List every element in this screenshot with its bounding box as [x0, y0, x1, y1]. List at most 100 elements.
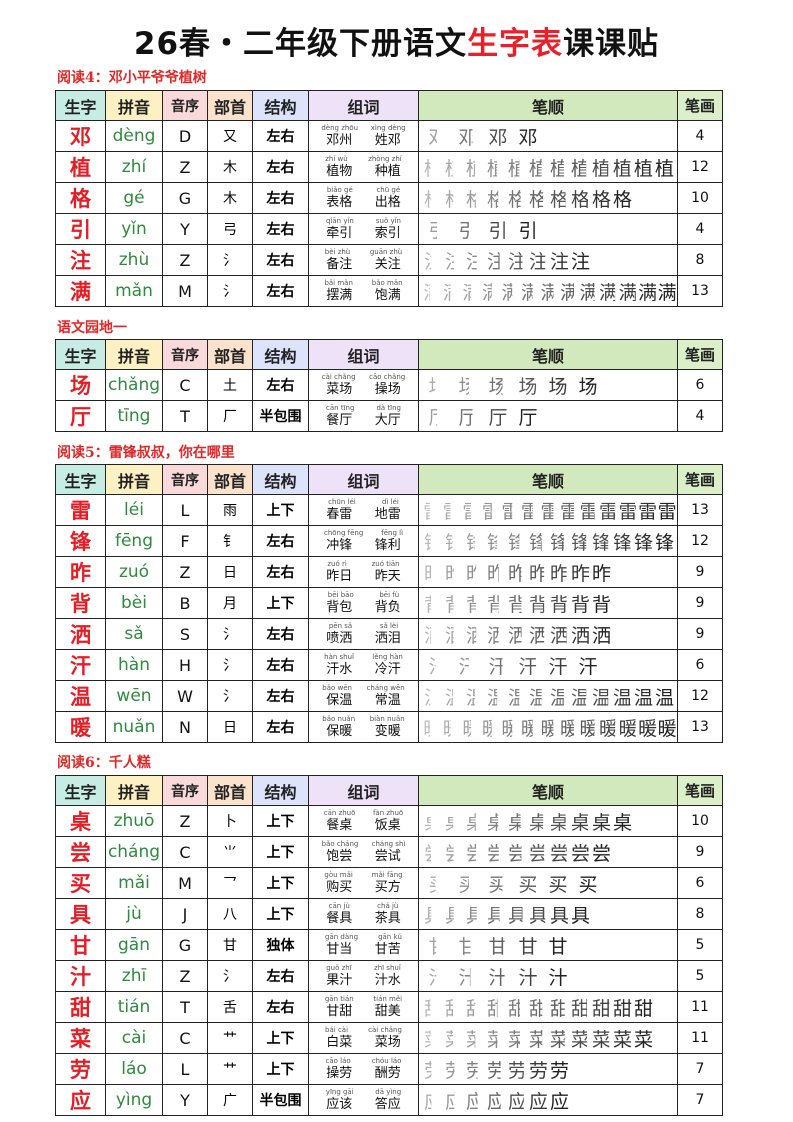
word-pinyin: fēng lì	[381, 529, 404, 537]
stroke-step: 具	[507, 904, 527, 927]
stroke-step: 买	[578, 873, 598, 896]
column-header: 笔画	[677, 339, 723, 370]
order-cell: L	[162, 1053, 208, 1085]
word: 昨日	[326, 569, 353, 584]
words-text: 保暖 变暖	[310, 725, 418, 738]
words-cell: hàn shuǐ lěng hàn 汗水 冷汗	[308, 649, 419, 681]
char-cell: 厅	[55, 400, 106, 432]
stroke-count-cell: 5	[677, 929, 723, 961]
words-text: 饱尝 尝试	[310, 850, 418, 863]
radical-cell: 氵	[207, 244, 253, 276]
stroke-step: 格	[486, 188, 506, 211]
words-text: 牵引 索引	[310, 226, 418, 241]
stroke-step: 引	[488, 219, 508, 242]
stroke-step: 汁	[548, 966, 568, 989]
radical-cell: ⺌	[207, 836, 253, 868]
table-row: 注 zhù Z 氵左右 bèi zhù guān zhù 备注 关注注注注注注注注注 8	[55, 244, 723, 276]
column-header: 拼音	[105, 775, 163, 806]
structure-cell: 左右	[252, 711, 309, 743]
word: 保温	[326, 693, 353, 708]
stroke-step: 甜	[444, 997, 464, 1020]
stroke-step: 背	[549, 593, 569, 616]
word: 白菜	[326, 1035, 353, 1050]
char-table: 生字 拼音 音序 部首 结构 组词 笔顺 笔画场 chǎng C 土左右 cài chǎng cāo c…	[55, 339, 723, 432]
stroke-order-cell: 甘甘甘甘甘	[418, 929, 678, 961]
word: 饱满	[374, 288, 401, 303]
stroke-count-cell: 8	[677, 898, 723, 930]
stroke-count-cell: 6	[677, 649, 723, 681]
word-pinyin: suǒ yǐn	[375, 217, 401, 225]
words-text: 餐具 茶具	[310, 911, 418, 926]
word-pinyin: hàn shuǐ	[324, 653, 354, 661]
words-pinyin: cāo láo chóu láo	[310, 1058, 418, 1065]
stroke-order-cell: 引引引引	[418, 213, 678, 245]
stroke-step: 尝	[465, 842, 485, 865]
stroke-step: 桌	[423, 811, 443, 834]
structure-cell: 上下	[252, 587, 309, 619]
words-pinyin: hàn shuǐ lěng hàn	[310, 653, 418, 661]
pinyin-cell: dèng	[105, 120, 163, 152]
column-header: 部首	[207, 464, 253, 495]
word-pinyin: lěng hàn	[372, 653, 403, 661]
stroke-order-cell: 汁汁汁汁汁	[418, 960, 678, 992]
stroke-step: 暖	[442, 717, 462, 740]
radical-cell: 氵	[207, 649, 253, 681]
words-text: 购买 买方	[310, 881, 418, 894]
column-header: 结构	[252, 90, 309, 121]
stroke-step: 汁	[458, 966, 478, 989]
stroke-step: 洒	[423, 624, 443, 647]
word: 种植	[374, 164, 401, 179]
words-cell: cān tīng dà tīng 餐厅 大厅	[308, 400, 419, 432]
stroke-step: 甘	[458, 935, 478, 958]
stroke-step: 菜	[486, 1028, 506, 1051]
stroke-step: 桌	[528, 811, 548, 834]
order-cell: C	[162, 369, 208, 401]
stroke-step: 洒	[465, 624, 485, 647]
column-header: 笔画	[677, 90, 723, 121]
word: 餐具	[326, 911, 353, 926]
stroke-step: 汗	[578, 655, 598, 678]
stroke-step: 甘	[548, 935, 568, 958]
words-pinyin: bái cài cài chǎng	[310, 1027, 418, 1034]
word: 茶具	[374, 911, 401, 926]
stroke-step: 暖	[579, 717, 599, 740]
stroke-step: 引	[428, 219, 448, 242]
word-pinyin: tián měi	[373, 995, 403, 1003]
words-cell: zuó rì zuó tiān 昨日 昨天	[308, 556, 419, 588]
stroke-step: 汁	[518, 966, 538, 989]
stroke-step: 暖	[618, 717, 638, 740]
radical-cell: 木	[207, 182, 253, 214]
order-cell: J	[162, 898, 208, 930]
char-cell: 温	[55, 680, 106, 712]
table-row: 应 yìng Y 广半包围 yīng gāi dā yìng 应该 答应应应应应应应应 7	[55, 1084, 723, 1116]
char-cell: 昨	[55, 556, 106, 588]
words-cell: bái cài cài chǎng 白菜 菜场	[308, 1022, 419, 1054]
stroke-step: 雷	[599, 500, 619, 523]
word: 牵引	[326, 226, 353, 241]
words-pinyin: bǎi mǎn bǎo mǎn	[310, 280, 418, 287]
words-pinyin: guǒ zhī zhī shuǐ	[310, 965, 418, 972]
stroke-step: 昨	[507, 562, 527, 585]
stroke-order-cell: 邓邓邓邓	[418, 120, 678, 152]
stroke-order: 买买买买买买	[420, 870, 677, 897]
structure-cell: 半包围	[252, 400, 309, 432]
stroke-order: 汗汗汗汗汗汗	[420, 652, 677, 679]
stroke-order: 甜甜甜甜甜甜甜甜甜甜甜	[420, 994, 677, 1021]
stroke-order: 雷雷雷雷雷雷雷雷雷雷雷雷雷	[420, 497, 676, 524]
stroke-step: 劳	[423, 1059, 443, 1082]
words-text: 邓州 姓邓	[310, 134, 418, 147]
stroke-step: 应	[528, 1090, 548, 1113]
stroke-step: 菜	[528, 1028, 548, 1051]
order-cell: Z	[162, 805, 208, 837]
stroke-step: 雷	[618, 500, 638, 523]
order-cell: M	[162, 867, 208, 899]
words-cell: dèng zhōu xìng dèng 邓州 姓邓	[308, 120, 419, 152]
word-pinyin: zuó rì	[327, 560, 347, 568]
stroke-step: 菜	[549, 1028, 569, 1051]
word-pinyin: cān jù	[328, 902, 350, 910]
pinyin-cell: fēng	[105, 525, 163, 557]
words-text: 昨日 昨天	[310, 569, 418, 584]
column-header: 组词	[308, 90, 419, 121]
word-pinyin: chūn léi	[328, 498, 356, 506]
radical-cell: 弓	[207, 213, 253, 245]
